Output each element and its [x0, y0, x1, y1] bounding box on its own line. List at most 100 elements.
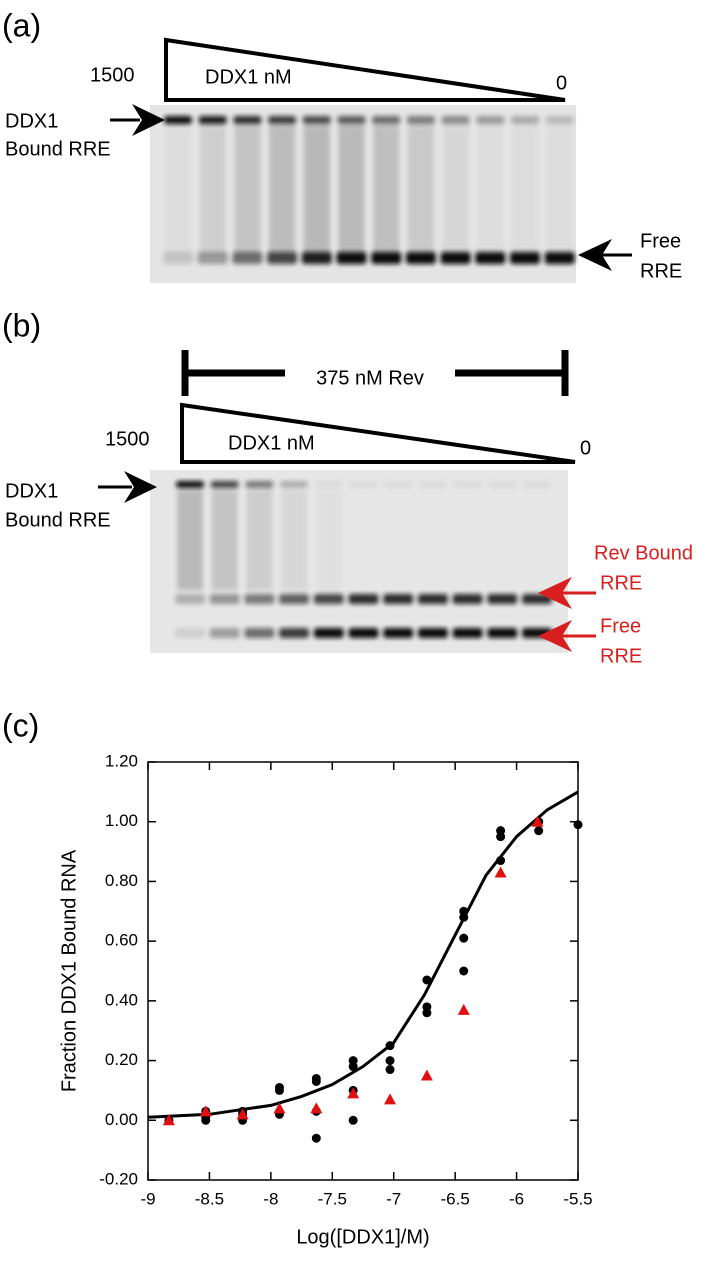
x-tick-label: -6.5 — [440, 1189, 469, 1208]
bound-band — [384, 481, 413, 488]
lane-smear — [373, 125, 400, 255]
panel-label: (b) — [2, 307, 41, 343]
x-tick-label: -5.5 — [563, 1189, 592, 1208]
bound-band — [349, 481, 378, 488]
arrow-head — [132, 104, 165, 136]
gel-image — [150, 105, 576, 283]
chart: -0.20 0.00 0.20 0.40 0.60 0.80 1.00 1.20 -9 -8.5 -… — [58, 751, 592, 1248]
bound-band — [337, 116, 366, 124]
data-point — [274, 1082, 284, 1092]
free-band — [336, 252, 367, 264]
lane-smear — [303, 125, 330, 255]
data-point — [459, 933, 469, 943]
arrow-head — [124, 471, 157, 503]
data-point — [459, 966, 469, 976]
gradient-wedge — [180, 402, 576, 464]
y-axis-label: Fraction DDX1 Bound RNA — [58, 849, 80, 1092]
bound-label: DDX1 — [5, 110, 58, 132]
rev-bound-band — [279, 594, 310, 604]
free-band — [313, 628, 344, 638]
rev-bound-band — [313, 594, 344, 604]
data-point — [422, 975, 432, 985]
y-tick-label: 0.60 — [105, 931, 138, 950]
rev-bound-band — [417, 594, 448, 604]
lane-smear — [199, 125, 226, 255]
arrow-head — [578, 239, 612, 271]
bound-band — [476, 116, 505, 124]
free-band — [348, 628, 379, 638]
free-band — [244, 628, 275, 638]
free-band — [405, 252, 436, 264]
free-band — [510, 252, 540, 264]
bound-band — [245, 481, 274, 488]
lane-smear — [234, 125, 261, 255]
gel-image — [150, 470, 568, 653]
y-tick-label: 1.00 — [105, 811, 138, 830]
bound-label: Bound RRE — [5, 138, 111, 160]
x-tick-label: -7 — [386, 1189, 401, 1208]
gradient-label: DDX1 nM — [205, 66, 292, 88]
lane-smear — [407, 125, 434, 255]
data-point — [385, 1065, 395, 1075]
rev-bound-band — [348, 594, 379, 604]
free-band — [383, 628, 414, 638]
gradient-label: DDX1 nM — [228, 432, 315, 454]
data-point — [420, 1069, 433, 1081]
lane-smear — [269, 125, 296, 255]
gradient-wedge — [164, 37, 566, 102]
min-label: 0 — [556, 72, 567, 94]
y-tick-label: 0.00 — [105, 1110, 138, 1129]
arrow-head — [538, 620, 572, 652]
lane-smear — [477, 125, 504, 255]
data-point — [534, 826, 544, 836]
data-point — [311, 1073, 321, 1083]
data-point — [457, 1003, 470, 1015]
data-point — [496, 826, 506, 836]
data-point — [162, 1114, 175, 1126]
plot-frame — [147, 761, 579, 1181]
rev-label: 375 nM Rev — [316, 367, 424, 389]
data-point — [573, 820, 583, 830]
bound-band — [406, 116, 435, 124]
rev-bound-band — [452, 594, 483, 604]
rev-bound-label: Rev Bound — [594, 542, 693, 564]
lane-smear — [177, 490, 203, 590]
lane-smear — [442, 125, 469, 255]
y-tick-label: -0.20 — [99, 1169, 138, 1188]
bound-band — [545, 116, 574, 124]
rev-bound-band — [244, 594, 275, 604]
lane-smear — [281, 490, 308, 590]
free-band — [417, 628, 448, 638]
rev-bound-band — [487, 594, 518, 604]
bound-band — [302, 116, 331, 124]
free-band — [301, 252, 332, 264]
bound-band — [314, 481, 343, 488]
bound-label: DDX1 — [5, 480, 58, 502]
bound-band — [488, 481, 517, 488]
data-point — [385, 1041, 395, 1051]
min-label: 0 — [580, 437, 591, 459]
data-point — [347, 1087, 360, 1099]
bound-band — [198, 116, 227, 124]
lane-smear — [246, 490, 273, 590]
y-tick-label: 0.80 — [105, 871, 138, 890]
free-band — [197, 252, 228, 264]
free-band — [163, 252, 193, 264]
bound-band — [511, 116, 539, 124]
rev-bound-band — [175, 594, 205, 604]
bound-band — [453, 481, 482, 488]
lane-smear — [315, 490, 342, 590]
bound-band — [210, 481, 239, 488]
bound-band — [280, 481, 309, 488]
lane-smear — [338, 125, 365, 255]
data-point — [531, 815, 544, 827]
bound-band — [523, 481, 551, 488]
x-axis-label: Log([DDX1]/M) — [296, 1226, 429, 1248]
x-tick-label: -7.5 — [318, 1189, 347, 1208]
y-tick-label: 0.40 — [105, 990, 138, 1009]
y-tick-label: 0.20 — [105, 1050, 138, 1069]
fit-line — [147, 790, 579, 1119]
data-point — [459, 906, 469, 916]
